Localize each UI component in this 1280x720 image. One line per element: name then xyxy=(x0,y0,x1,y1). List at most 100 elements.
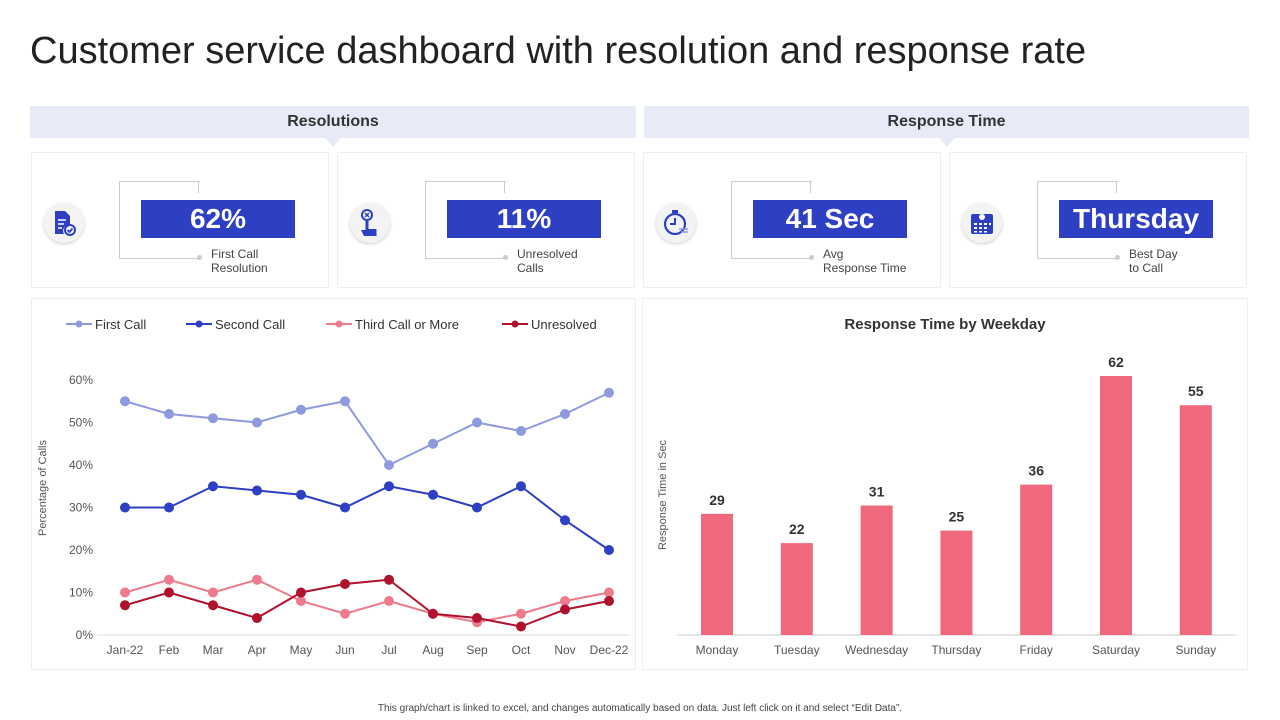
bar xyxy=(1020,484,1053,635)
bar xyxy=(860,505,893,635)
data-point xyxy=(120,587,130,598)
bracket-line xyxy=(425,181,506,259)
x-tick-label: Tuesday xyxy=(774,643,820,657)
kpi-label: Unresolved Calls xyxy=(517,247,627,275)
data-point xyxy=(604,596,614,606)
bar xyxy=(1179,405,1212,635)
data-point xyxy=(384,596,394,606)
document-check-icon xyxy=(44,203,84,243)
data-point xyxy=(604,587,614,598)
data-point xyxy=(252,485,262,496)
kpi-value: Thursday xyxy=(1059,200,1213,238)
data-point xyxy=(296,596,306,606)
x-tick-label: Mar xyxy=(203,643,224,657)
section-header-resolutions: Resolutions xyxy=(30,106,636,138)
y-axis-label: Percentage of Calls xyxy=(37,440,49,536)
data-point xyxy=(472,613,482,623)
kpi-label-line1: First Call xyxy=(211,247,259,261)
x-tick-label: Friday xyxy=(1020,643,1053,657)
data-point xyxy=(252,574,262,585)
x-tick-label: Sunday xyxy=(1175,643,1216,657)
kpi-label-line2: Resolution xyxy=(211,261,268,275)
x-tick-label: Jan-22 xyxy=(107,643,144,657)
y-tick-label: 20% xyxy=(69,543,93,557)
bar-value-label: 31 xyxy=(869,484,885,500)
kpi-label-line2: Response Time xyxy=(823,261,907,275)
bracket-tick xyxy=(810,181,811,193)
data-point xyxy=(120,502,130,513)
series-line-0 xyxy=(124,391,610,467)
x-tick-label: Apr xyxy=(248,643,267,657)
kpi-card: 11% Unresolved Calls xyxy=(337,152,635,288)
data-point xyxy=(384,574,394,585)
footer-note: This graph/chart is linked to excel, and… xyxy=(377,703,903,714)
data-point xyxy=(164,587,174,598)
bar-chart-title: Response Time by Weekday xyxy=(844,316,1046,333)
data-point xyxy=(472,417,482,428)
x-tick-label: Jun xyxy=(335,643,354,657)
kpi-label: First Call Resolution xyxy=(211,247,321,275)
x-tick-label: Oct xyxy=(512,643,531,657)
y-tick-label: 40% xyxy=(69,458,93,472)
data-point xyxy=(560,515,570,526)
data-point xyxy=(252,417,262,428)
kpi-label-line1: Unresolved xyxy=(517,247,578,261)
bar-value-label: 25 xyxy=(949,509,965,525)
section-pointer xyxy=(325,138,341,147)
bar xyxy=(1100,376,1132,635)
series-line-1 xyxy=(125,485,610,551)
data-point xyxy=(604,387,614,398)
data-point xyxy=(384,460,394,470)
legend-label: Second Call xyxy=(215,317,285,332)
bracket-line xyxy=(731,181,812,259)
y-tick-label: 10% xyxy=(69,586,93,600)
data-point xyxy=(208,413,218,424)
bracket-tick xyxy=(198,181,199,193)
data-point xyxy=(340,579,350,589)
section-header-response-time: Response Time xyxy=(644,106,1249,138)
section-pointer xyxy=(939,138,955,147)
bracket-dot xyxy=(1115,255,1120,260)
kpi-value: 62% xyxy=(141,200,295,238)
data-point xyxy=(340,502,350,513)
y-axis-label: Response Time in Sec xyxy=(657,439,669,550)
y-tick-label: 60% xyxy=(69,373,93,387)
page-title: Customer service dashboard with resoluti… xyxy=(30,30,1087,72)
data-point xyxy=(208,600,218,611)
kpi-card: Thursday Best Day to Call xyxy=(949,152,1247,288)
calendar-icon xyxy=(962,203,1002,243)
bracket-line xyxy=(1037,181,1118,259)
data-point xyxy=(384,481,394,492)
data-point xyxy=(472,502,482,513)
x-tick-label: Wednesday xyxy=(845,643,908,657)
bar-value-label: 55 xyxy=(1188,383,1204,399)
bracket-tick xyxy=(504,181,505,193)
data-point xyxy=(560,409,570,419)
kpi-label-line1: Best Day xyxy=(1129,247,1178,261)
data-point xyxy=(340,396,350,407)
legend-marker xyxy=(335,320,343,328)
x-tick-label: Saturday xyxy=(1092,643,1140,657)
bracket-tick xyxy=(1116,181,1117,193)
kpi-value: 11% xyxy=(447,200,601,238)
stopwatch-icon xyxy=(656,203,696,243)
data-point xyxy=(120,396,130,407)
legend-marker xyxy=(195,320,203,328)
hand-tap-icon xyxy=(350,203,390,243)
kpi-label-line2: Calls xyxy=(517,261,544,275)
bracket-dot xyxy=(197,255,202,260)
bar xyxy=(940,530,973,635)
data-point xyxy=(208,481,218,492)
legend-marker xyxy=(511,320,519,328)
kpi-card: 62% First Call Resolution xyxy=(31,152,329,288)
data-point xyxy=(516,621,526,632)
data-point xyxy=(164,409,174,419)
x-tick-label: Sep xyxy=(466,643,488,657)
data-point xyxy=(604,545,614,555)
bar xyxy=(701,513,733,635)
data-point xyxy=(516,426,526,436)
y-tick-label: 30% xyxy=(69,501,93,515)
bar-value-label: 36 xyxy=(1028,463,1044,479)
x-tick-label: Jul xyxy=(381,643,396,657)
x-tick-label: May xyxy=(290,643,313,657)
